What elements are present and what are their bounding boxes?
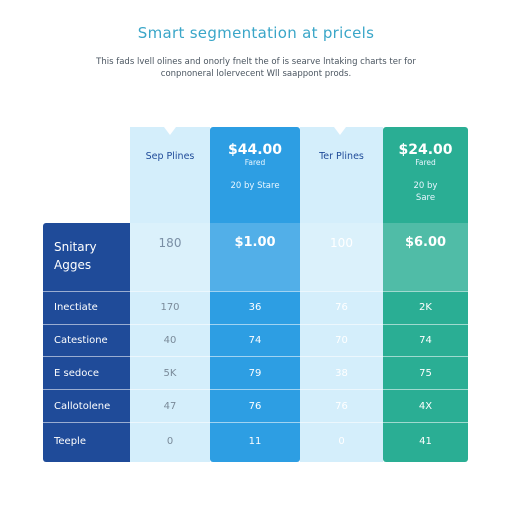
first-row-value-1: 180 (158, 236, 182, 250)
row-1-value-3: 76 (335, 302, 348, 313)
first-row-value-2: $1.00 (234, 235, 276, 250)
row-5-value-4: 41 (419, 436, 432, 447)
row-label: Teeple (54, 436, 86, 447)
row-2-value-3: 70 (335, 335, 348, 346)
column-3-name: Ter Plines (319, 151, 364, 162)
column-1-name: Sep Plines (145, 151, 195, 162)
row-4-value-4: 4X (418, 401, 433, 412)
row-label: Inectiate (54, 302, 98, 313)
column-2-note2: 20 by Stare (230, 181, 280, 191)
plan-column-2[interactable] (210, 127, 300, 462)
first-row-value-4: $6.00 (404, 235, 447, 250)
column-notch (164, 127, 176, 135)
column-4-note: Fared (415, 158, 436, 167)
row-1-value-1: 170 (160, 302, 180, 313)
row-divider (43, 356, 468, 357)
row-label: Catestione (54, 335, 108, 346)
row-divider (43, 324, 468, 325)
row-3-value-4: 75 (419, 368, 432, 379)
row-1-value-2: 36 (248, 302, 262, 313)
first-row-label: Snitary Agges (54, 240, 97, 272)
row-label: Callotolene (54, 401, 111, 412)
row-4-value-2: 76 (248, 401, 262, 412)
page-title: Smart segmentation at pricels (137, 24, 375, 42)
column-4-price: $24.00 (398, 142, 453, 158)
column-notch (334, 127, 346, 135)
row-2-value-2: 74 (248, 335, 262, 346)
plan-column-1[interactable] (130, 127, 210, 462)
row-1-value-4: 2K (419, 302, 432, 313)
row-3-value-3: 38 (335, 368, 348, 379)
row-2-value-1: 40 (163, 335, 177, 346)
row-2-value-4: 74 (419, 335, 432, 346)
plan-column-3[interactable] (300, 127, 383, 462)
row-divider (43, 422, 468, 423)
row-5-value-1: 0 (166, 436, 174, 447)
row-3-value-1: 5K (163, 368, 177, 379)
row-3-value-2: 79 (248, 368, 262, 379)
row-4-value-3: 76 (335, 401, 348, 412)
row-5-value-3: 0 (338, 436, 345, 447)
column-2-note: Fared (244, 158, 266, 167)
column-4-note2: 20 by Sare (413, 181, 438, 203)
page-subtitle: This fads lvell olines and onorly fnelt … (96, 57, 416, 79)
row-5-value-2: 11 (248, 436, 262, 447)
row-divider (43, 291, 468, 292)
first-row-value-3: 100 (330, 236, 353, 250)
row-4-value-1: 47 (163, 401, 177, 412)
column-2-price: $44.00 (227, 142, 283, 158)
plan-column-4[interactable] (383, 127, 468, 462)
row-divider (43, 389, 468, 390)
row-label: E sedoce (54, 368, 99, 379)
highlight-band (130, 223, 468, 291)
